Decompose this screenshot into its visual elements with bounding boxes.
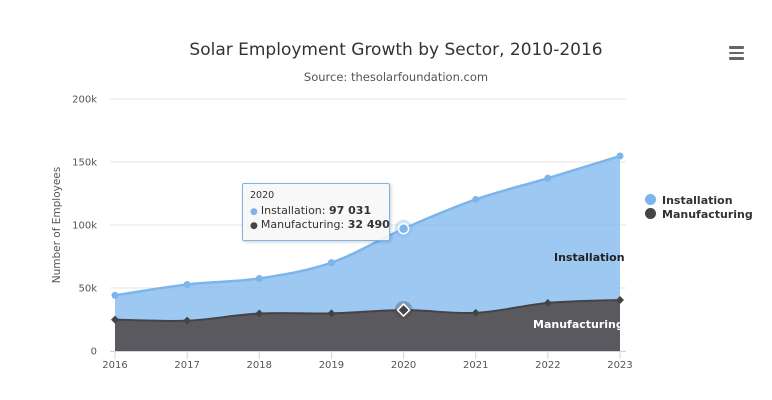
data-point-installation[interactable] — [544, 174, 552, 182]
legend-item-manufacturing[interactable]: Manufacturing — [645, 208, 753, 222]
data-point-manufacturing[interactable] — [183, 316, 192, 325]
x-tick-label: 2023 — [607, 360, 632, 371]
chart-title: Solar Employment Growth by Sector, 2010-… — [189, 40, 603, 60]
y-tick-label: 100k — [72, 221, 97, 232]
hamburger-menu-icon[interactable] — [727, 44, 747, 62]
data-point-manufacturing[interactable] — [255, 309, 264, 318]
x-tick-label: 2018 — [247, 360, 272, 371]
data-point-manufacturing[interactable] — [616, 296, 624, 305]
data-point-installation[interactable] — [327, 259, 335, 267]
x-tick-label: 2016 — [102, 360, 127, 371]
y-tick-label: 0 — [91, 347, 97, 358]
data-point-manufacturing[interactable] — [543, 298, 552, 307]
tooltip-header: 2020 — [250, 190, 275, 201]
series-area-installation — [115, 156, 620, 321]
tooltip-row-manufacturing: ● Manufacturing: 32 490 — [250, 218, 390, 231]
y-tick-label: 150k — [72, 158, 97, 169]
data-point-manufacturing[interactable] — [111, 315, 119, 324]
legend-symbol-manufacturing — [645, 208, 656, 219]
data-point-installation[interactable] — [111, 291, 119, 299]
x-tick-label: 2020 — [391, 360, 416, 371]
manufacturing-area-label: Manufacturing — [533, 318, 624, 331]
legend-symbol-installation — [645, 194, 656, 205]
data-point-installation[interactable] — [472, 195, 480, 203]
data-point-manufacturing[interactable] — [327, 309, 336, 318]
installation-area-label: Installation — [554, 251, 625, 264]
data-point-manufacturing[interactable] — [396, 303, 411, 318]
tooltip-row-installation: ● Installation: 97 031 — [250, 204, 372, 217]
data-point-installation[interactable] — [616, 152, 624, 160]
data-point-installation[interactable] — [397, 222, 410, 235]
legend-label-installation: Installation — [662, 194, 733, 207]
chart-subtitle: Source: thesolarfoundation.com — [303, 70, 489, 84]
legend-item-installation[interactable]: Installation — [645, 194, 733, 208]
tooltip: 2020 ● Installation: 97 031 ● Manufacturin… — [242, 183, 390, 241]
series-area-manufacturing — [115, 300, 620, 351]
data-point-manufacturing[interactable] — [471, 308, 480, 317]
x-tick-label: 2021 — [463, 360, 488, 371]
legend-label-manufacturing: Manufacturing — [662, 208, 753, 221]
data-point-installation[interactable] — [183, 280, 191, 288]
x-tick-label: 2019 — [319, 360, 344, 371]
x-tick-label: 2017 — [174, 360, 199, 371]
series-line-manufacturing — [114, 299, 621, 322]
series-line-installation — [114, 154, 621, 297]
y-tick-label: 50k — [78, 284, 97, 295]
y-axis-label: Number of Employees — [51, 167, 63, 283]
y-tick-label: 200k — [72, 95, 97, 106]
x-tick-label: 2022 — [535, 360, 560, 371]
data-point-installation[interactable] — [255, 274, 263, 282]
